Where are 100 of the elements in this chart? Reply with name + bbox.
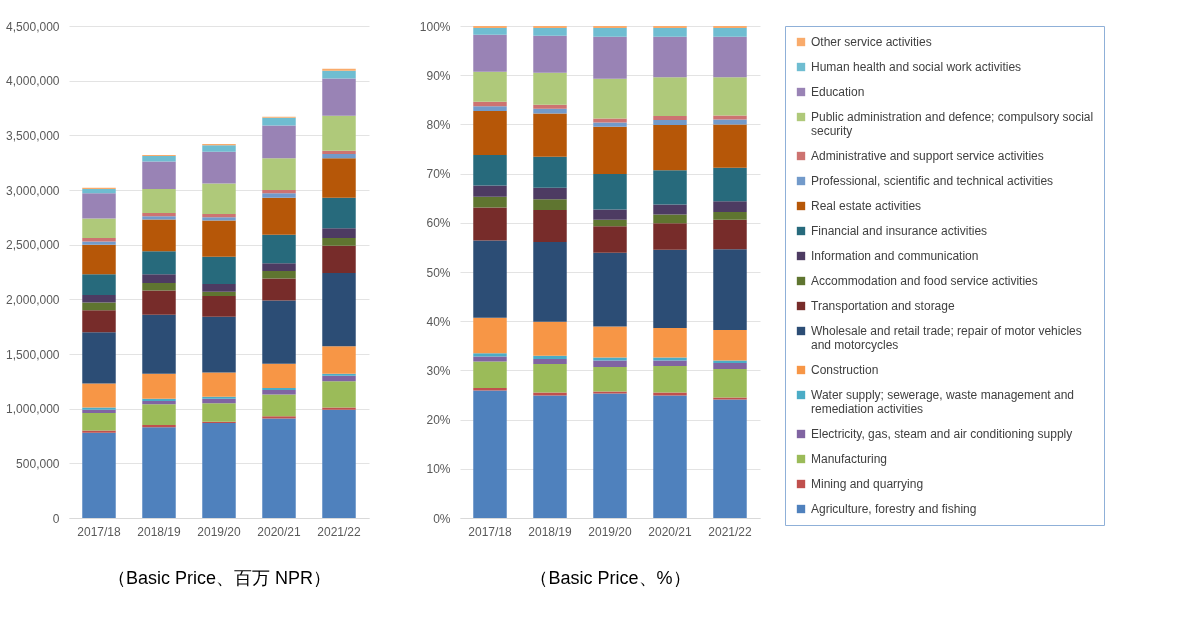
bar (322, 238, 356, 246)
bar (322, 115, 356, 151)
bar (473, 185, 507, 197)
legend-label: Real estate activities (811, 199, 922, 213)
y-tick-label: 0 (52, 511, 60, 526)
bar (142, 274, 176, 283)
y-tick-label: 0% (433, 511, 451, 526)
bar (533, 210, 567, 242)
bar (322, 375, 356, 382)
bar (322, 346, 356, 374)
y-tick-label: 4,000,000 (6, 74, 60, 89)
bar (473, 101, 507, 107)
bar (82, 274, 116, 295)
bar (533, 113, 567, 157)
bar (322, 407, 356, 410)
bar (713, 399, 747, 518)
bar (142, 219, 176, 252)
x-tick-label: 2018/19 (528, 524, 573, 539)
bar (653, 204, 687, 215)
bar (322, 158, 356, 198)
bar (473, 356, 507, 362)
bar (262, 197, 296, 235)
bar (593, 36, 627, 79)
bar (262, 416, 296, 419)
bar (593, 360, 627, 367)
bar (653, 116, 687, 120)
y-tick-label: 40% (426, 314, 451, 329)
bar (713, 201, 747, 212)
bar (473, 207, 507, 241)
legend-label: Accommodation and food service activities (811, 274, 1038, 288)
y-tick-label: 10% (426, 462, 451, 477)
bar (593, 393, 627, 518)
bar (82, 193, 116, 219)
bar (202, 284, 236, 292)
bar (473, 390, 507, 518)
y-tick-label: 70% (426, 167, 451, 182)
bar (142, 427, 176, 518)
bar (82, 218, 116, 239)
legend-label: Manufacturing (811, 452, 888, 466)
y-tick-label: 500,000 (16, 456, 60, 471)
bar (322, 381, 356, 408)
bar (202, 220, 236, 257)
bar (533, 72, 567, 105)
bar (262, 125, 296, 159)
legend-label: Information and communication (811, 249, 979, 263)
y-tick-label: 80% (426, 117, 451, 132)
bar (653, 27, 687, 37)
bar (473, 27, 507, 35)
bar (653, 77, 687, 117)
bar (322, 153, 356, 159)
bar (322, 228, 356, 239)
y-tick-label: 3,000,000 (6, 183, 60, 198)
bar (653, 360, 687, 366)
bar (202, 316, 236, 373)
legend-label: Education (811, 85, 865, 99)
bar (533, 27, 567, 36)
y-tick-label: 20% (426, 413, 451, 428)
bar (202, 403, 236, 422)
bar (142, 404, 176, 426)
bar (82, 413, 116, 431)
bar (713, 363, 747, 369)
bar (533, 108, 567, 114)
bar (142, 314, 176, 374)
bar (533, 104, 567, 109)
bar (82, 310, 116, 333)
bar (202, 422, 236, 518)
bar (533, 187, 567, 200)
bar (322, 150, 356, 154)
bar (322, 197, 356, 229)
bar (533, 321, 567, 356)
legend-label: Financial and insurance activities (811, 224, 988, 238)
bar (713, 167, 747, 202)
bar (653, 328, 687, 358)
bar (593, 366, 627, 392)
bar (262, 363, 296, 388)
bar (262, 394, 296, 417)
bar (473, 388, 507, 391)
bar (322, 273, 356, 347)
legend-label: Professional, scientific and technical activities (811, 174, 1054, 188)
bar (82, 407, 116, 410)
bar (473, 154, 507, 186)
bar (262, 387, 296, 391)
bar (202, 396, 236, 399)
x-tick-label: 2020/21 (648, 524, 693, 539)
bar (262, 270, 296, 279)
bar (142, 251, 176, 275)
bar (82, 294, 116, 303)
bar (533, 35, 567, 73)
bar (262, 158, 296, 190)
bar (593, 226, 627, 253)
bar (202, 372, 236, 397)
legend-label: Electricity, gas, steam and air conditioning supply (811, 427, 1073, 441)
y-tick-label: 100% (419, 19, 451, 34)
bar (262, 278, 296, 301)
bar (473, 361, 507, 389)
x-tick-label: 2017/18 (77, 524, 122, 539)
bar (262, 263, 296, 271)
bar (593, 219, 627, 227)
y-tick-label: 90% (426, 68, 451, 83)
y-tick-label: 2,500,000 (6, 238, 60, 253)
